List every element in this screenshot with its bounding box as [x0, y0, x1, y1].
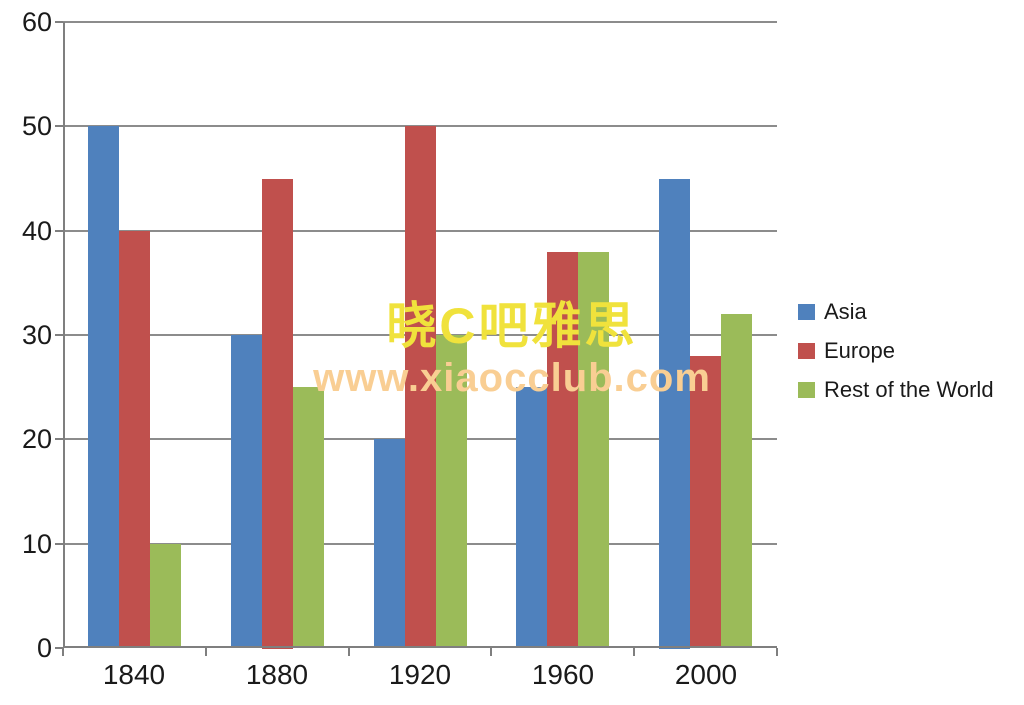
- bar-europe-2000: [690, 356, 721, 648]
- y-tick-label-0: 0: [36, 633, 52, 663]
- x-axis-line: [63, 646, 777, 648]
- legend-item-asia: Asia: [798, 299, 994, 324]
- x-tick-3: [490, 648, 492, 656]
- legend-item-rest-of-the-world: Rest of the World: [798, 377, 994, 402]
- x-tick-2: [348, 648, 350, 656]
- legend-label-europe: Europe: [824, 338, 895, 363]
- y-axis-line: [63, 22, 65, 648]
- x-tick-label-1880: 1880: [245, 659, 309, 690]
- y-tick-0: [55, 647, 63, 649]
- x-tick-label-1920: 1920: [388, 659, 452, 690]
- bar-asia-1880: [231, 335, 262, 648]
- x-tick-4: [633, 648, 635, 656]
- bar-rest-of-the-world-2000: [721, 314, 752, 648]
- legend-swatch-asia: [798, 304, 815, 320]
- y-tick-50: [55, 125, 63, 127]
- y-tick-label-60: 60: [21, 7, 52, 37]
- bar-asia-2000: [659, 179, 690, 649]
- bar-europe-1840: [119, 231, 150, 648]
- x-tick-5: [776, 648, 778, 656]
- bar-rest-of-the-world-1880: [293, 387, 324, 648]
- y-tick-20: [55, 438, 63, 440]
- y-tick-label-30: 30: [21, 320, 52, 350]
- x-tick-0: [62, 648, 64, 656]
- bar-rest-of-the-world-1920: [436, 335, 467, 648]
- plot-area: [55, 21, 778, 656]
- y-tick-label-10: 10: [21, 529, 52, 559]
- bar-asia-1920: [374, 439, 405, 648]
- bar-asia-1960: [516, 387, 547, 648]
- x-tick-label-2000: 2000: [674, 659, 738, 690]
- gridline-60: [63, 21, 777, 23]
- bar-europe-1960: [547, 252, 578, 648]
- x-tick-label-1840: 1840: [102, 659, 166, 690]
- legend-swatch-europe: [798, 343, 815, 359]
- legend: Asia Europe Rest of the World: [798, 299, 994, 419]
- bar-europe-1920: [405, 126, 436, 648]
- bar-europe-1880: [262, 179, 293, 649]
- legend-item-europe: Europe: [798, 338, 994, 363]
- y-tick-label-50: 50: [21, 111, 52, 141]
- bar-rest-of-the-world-1840: [150, 544, 181, 648]
- bar-asia-1840: [88, 126, 119, 648]
- y-tick-40: [55, 230, 63, 232]
- legend-label-asia: Asia: [824, 299, 867, 324]
- legend-label-rest-of-the-world: Rest of the World: [824, 377, 994, 402]
- x-tick-label-1960: 1960: [531, 659, 595, 690]
- legend-swatch-rest-of-the-world: [798, 382, 815, 398]
- y-tick-label-20: 20: [21, 424, 52, 454]
- y-tick-10: [55, 543, 63, 545]
- y-tick-label-40: 40: [21, 216, 52, 246]
- y-tick-60: [55, 21, 63, 23]
- y-tick-30: [55, 334, 63, 336]
- x-tick-1: [205, 648, 207, 656]
- bar-rest-of-the-world-1960: [578, 252, 609, 648]
